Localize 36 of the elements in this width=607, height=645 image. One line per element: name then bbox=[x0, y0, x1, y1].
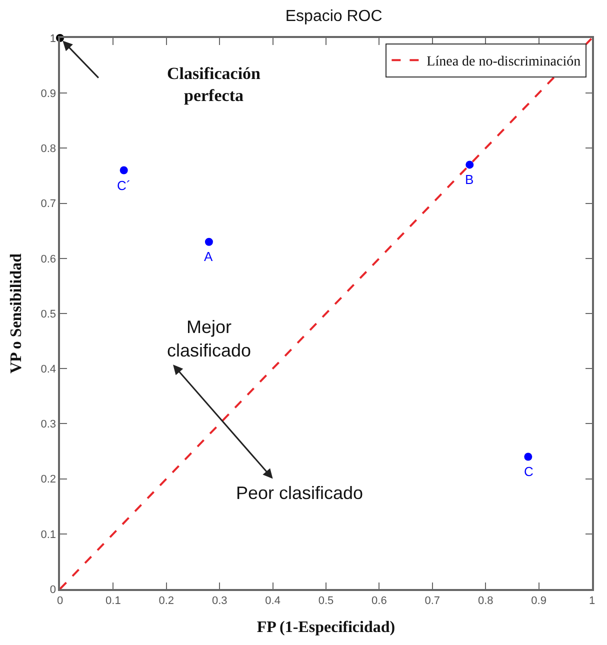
x-tick-label: 0.7 bbox=[424, 594, 440, 607]
annotation: Mejor clasificado bbox=[167, 317, 252, 360]
x-tick-label: 1 bbox=[588, 594, 596, 607]
y-tick-label: 0.8 bbox=[40, 143, 56, 156]
y-tick-label: 0.9 bbox=[40, 88, 56, 100]
x-axis-title: FP (1-Especificidad) bbox=[256, 619, 396, 636]
x-tick-label: 0.8 bbox=[478, 594, 494, 607]
annotation: Peor clasificado bbox=[236, 483, 364, 503]
annotation: B bbox=[465, 172, 474, 187]
x-tick-label: 0.4 bbox=[265, 594, 280, 607]
point bbox=[466, 160, 474, 169]
y-tick-label: 1 bbox=[50, 32, 56, 45]
legend-label: Línea de no-discriminación bbox=[426, 54, 581, 70]
y-tick-label: 0.4 bbox=[40, 363, 56, 376]
y-tick-label: 0 bbox=[50, 584, 56, 596]
y-tick-label: 0.6 bbox=[40, 253, 56, 266]
y-axis-title: VP o Sensibilidad bbox=[8, 253, 26, 374]
x-tick-label: 0.5 bbox=[318, 594, 334, 607]
x-tick-label: 0.3 bbox=[212, 594, 228, 607]
chart-title: Espacio ROC bbox=[285, 8, 382, 25]
annotation: C bbox=[524, 464, 534, 479]
y-tick-label: 0.2 bbox=[40, 474, 56, 486]
annotation: A bbox=[204, 249, 213, 264]
x-tick-label: 0.1 bbox=[106, 594, 121, 607]
y-tick-label: 0.5 bbox=[40, 308, 56, 320]
x-tick-label: 0.9 bbox=[531, 594, 546, 607]
x-tick-label: 0.6 bbox=[372, 594, 387, 607]
point bbox=[524, 452, 532, 461]
x-tick-label: 0.2 bbox=[158, 594, 174, 607]
y-tick-label: 0.3 bbox=[40, 418, 56, 431]
y-tick-label: 0.1 bbox=[40, 528, 56, 541]
point bbox=[120, 166, 128, 174]
annotation: Clasificación perfecta bbox=[167, 64, 262, 106]
point bbox=[204, 238, 213, 246]
y-tick-label: 0.7 bbox=[40, 198, 56, 210]
annotation: C´ bbox=[117, 178, 131, 193]
